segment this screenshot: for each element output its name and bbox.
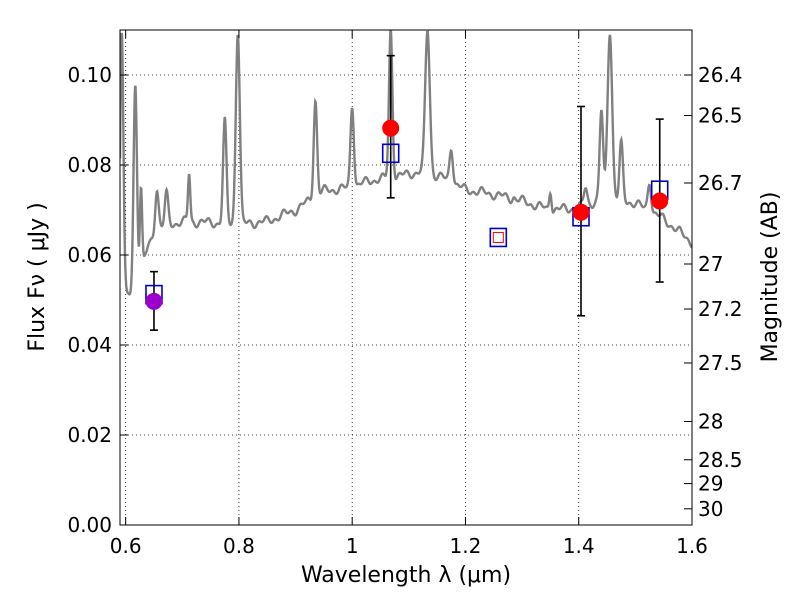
right-axis-label: Magnitude (AB): [758, 192, 783, 363]
y-tick-label: 0.00: [67, 513, 112, 537]
x-tick-label: 0.6: [110, 534, 142, 558]
plot-frame: [119, 29, 693, 526]
right-tick-label: 26.7: [698, 171, 743, 195]
y-tick-label: 0.04: [67, 333, 112, 357]
y-axis-label: Flux Fν ( μJy ): [25, 202, 50, 351]
model-band-marker: [381, 143, 400, 164]
right-tick-label: 30: [698, 497, 723, 521]
x-tick-label: 0.8: [223, 534, 255, 558]
observed-point: [651, 192, 669, 210]
right-tick-label: 29: [698, 472, 723, 496]
right-tick-label: 28.5: [698, 448, 743, 472]
y-tick-label: 0.08: [67, 153, 112, 177]
x-axis-label: Wavelength λ (μm): [301, 563, 511, 588]
y-tick-label: 0.06: [67, 243, 112, 267]
y-tick-label: 0.02: [67, 423, 112, 447]
right-tick-label: 26.5: [698, 104, 743, 128]
model-spectrum: [120, 30, 692, 296]
right-tick-label: 26.4: [698, 63, 743, 87]
y-tick-label: 0.10: [67, 63, 112, 87]
spectrum-line: [120, 30, 692, 296]
observed-point: [382, 119, 400, 137]
observed-point: [572, 203, 590, 221]
x-tick-label: 1: [346, 534, 359, 558]
model-band-inner-marker: [492, 231, 504, 243]
x-tick-label: 1.4: [563, 534, 595, 558]
observed-point: [145, 292, 163, 310]
observed-points: [145, 119, 669, 310]
model-band-marker: [489, 227, 508, 248]
y-axis-ticks: 0.00 0.02 0.04 0.06 0.08 0.10: [67, 63, 128, 537]
right-tick-label: 28: [698, 410, 723, 434]
x-tick-label: 1.6: [676, 534, 708, 558]
right-tick-label: 27.5: [698, 351, 743, 375]
right-tick-label: 27: [698, 252, 723, 276]
right-tick-label: 27.2: [698, 297, 743, 321]
plot-area: [120, 30, 692, 525]
x-tick-label: 1.2: [450, 534, 482, 558]
x-axis-ticks: 0.6 0.8 1 1.2 1.4 1.6: [110, 30, 708, 558]
